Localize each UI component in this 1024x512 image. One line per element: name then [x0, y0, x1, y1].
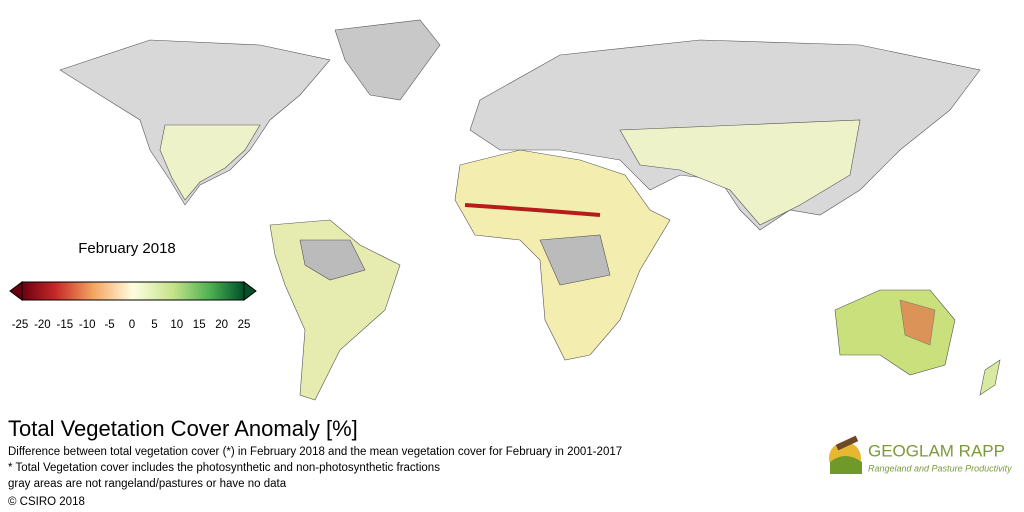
title: Total Vegetation Cover Anomaly [%] [8, 416, 358, 441]
colorbar-tick-label: 20 [215, 319, 228, 331]
colorbar-gradient [21, 281, 245, 301]
colorbar-tick-label: 25 [238, 319, 251, 331]
colorbar-tick-label: -20 [34, 319, 51, 331]
logo-tagline: Rangeland and Pasture Productivity [868, 463, 1012, 473]
logo-name: GEOGLAM RAPP [868, 441, 1005, 460]
colorbar-low-end [9, 281, 23, 301]
colorbar-high-end [243, 281, 257, 301]
colorbar-tick-label: 5 [151, 319, 157, 331]
colorbar-ticks: -25 -20 -15 -10 -5 0 5 10 15 20 25 [12, 319, 251, 331]
description: * Total Vegetation cover includes the ph… [8, 462, 440, 474]
colorbar-tick-label: 10 [170, 319, 183, 331]
copyright: © CSIRO 2018 [8, 496, 85, 508]
logo: GEOGLAM RAPP Rangeland and Pasture Produ… [829, 435, 1012, 474]
colorbar [9, 281, 257, 301]
colorbar-tick-label: 0 [129, 319, 135, 331]
colorbar-tick-label: 15 [193, 319, 206, 331]
colorbar-tick-label: -25 [12, 319, 29, 331]
description: gray areas are not rangeland/pastures or… [8, 478, 287, 490]
land [59, 19, 1001, 401]
colorbar-tick-label: -5 [104, 319, 114, 331]
colorbar-tick-label: -15 [56, 319, 73, 331]
colorbar-tick-label: -10 [79, 319, 96, 331]
legend-title: February 2018 [78, 240, 176, 257]
description: Difference between total vegetation cove… [8, 446, 622, 458]
